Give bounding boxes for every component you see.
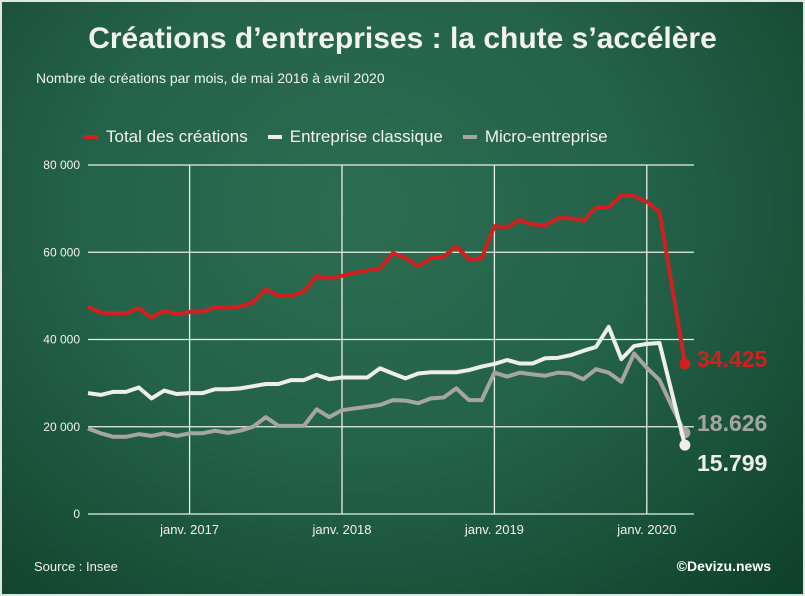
y-tick-label: 80 000	[43, 158, 80, 172]
legend-swatch	[84, 135, 98, 139]
end-label-micro: 18.626	[697, 410, 768, 436]
end-label-classique: 15.799	[697, 450, 768, 476]
series-end-dot-1	[679, 439, 691, 451]
x-tick-label: janv. 2018	[311, 522, 371, 537]
series-line-0	[87, 193, 687, 365]
y-tick-label: 0	[73, 507, 80, 521]
legend-swatch	[267, 135, 282, 139]
chart-title: Créations d’entreprises : la chute s’acc…	[88, 22, 717, 55]
x-tick-label: janv. 2019	[464, 522, 524, 537]
legend-label: Micro-entreprise	[484, 127, 608, 146]
series-line-2	[87, 351, 687, 439]
chart-subtitle: Nombre de créations par mois, de mai 201…	[36, 70, 385, 86]
legend: Total des créations Entreprise classique…	[84, 127, 608, 147]
legend-label: Total des créations	[106, 127, 248, 146]
credit: ©Devizu.news	[676, 558, 771, 574]
y-tick-label: 40 000	[43, 333, 80, 347]
legend-label: Entreprise classique	[289, 127, 443, 146]
y-tick-label: 20 000	[43, 420, 80, 434]
x-tick-label: janv. 2017	[159, 522, 219, 537]
legend-swatch	[462, 135, 477, 139]
x-tick-label: janv. 2020	[616, 522, 676, 537]
source-note: Source : Insee	[34, 559, 118, 574]
legend-item-micro: Micro-entreprise	[462, 127, 608, 147]
series-line-1	[87, 324, 687, 446]
end-label-total: 34.425	[697, 346, 768, 372]
y-tick-label: 60 000	[43, 245, 80, 259]
series-end-dot-0	[679, 358, 691, 370]
legend-item-classique: Entreprise classique	[267, 127, 443, 147]
legend-item-total: Total des créations	[84, 127, 248, 147]
